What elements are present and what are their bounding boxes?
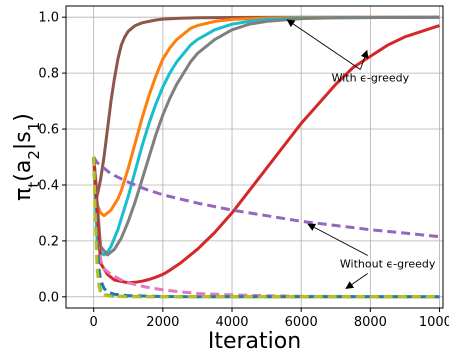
series-line-dashed [92,156,440,239]
y-tick-label: 0.6 [38,123,59,138]
x-tick-label: 6000 [285,315,318,330]
plot-frame [65,5,444,309]
y-tick-label: 0.2 [38,234,59,249]
x-tick-label: 4000 [215,315,248,330]
x-tick-label: 8000 [354,315,387,330]
series-line-dashed [92,156,440,299]
y-axis-label-text: πt(a2|s1) [11,113,43,201]
annotation-arrow [286,19,361,70]
annotation-label: With ϵ-greedy [332,72,410,85]
series-line-dashed [92,156,440,299]
annotation-label: Without ϵ-greedy [340,257,436,270]
series-line-solid [92,15,440,198]
x-tick-label: 0 [90,315,98,330]
annotation-arrow [359,49,369,70]
y-tick-label: 0.0 [38,290,59,305]
y-axis-ticks: 0.0 0.2 0.4 0.6 0.8 1.0 [38,11,66,305]
y-tick-label: 0.4 [38,178,59,193]
series-line-solid [92,24,440,285]
y-tick-label: 0.8 [38,67,59,82]
x-tick-label: 2000 [146,315,179,330]
y-axis-label: πt(a2|s1) [11,113,43,201]
annotations: With ϵ-greedy Without ϵ-greedy [286,19,436,289]
annotation-arrow [345,273,368,289]
series-line-dashed [92,156,440,299]
annotation-arrow [307,223,368,256]
series-line-solid [92,15,440,257]
series-line-solid [92,15,440,257]
series-layer [92,15,440,299]
x-axis-label: Iteration [208,329,301,354]
y-tick-label: 1.0 [38,11,59,26]
series-line-dashed [92,156,440,299]
series-line-solid [92,15,440,218]
